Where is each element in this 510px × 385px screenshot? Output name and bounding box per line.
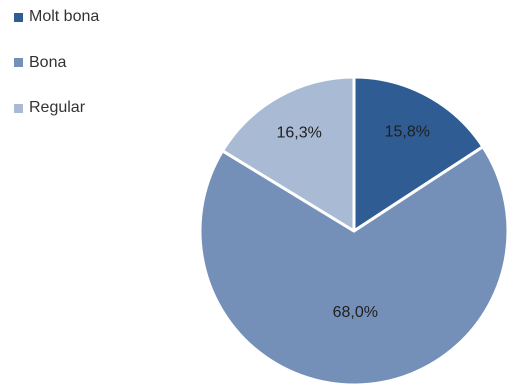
legend-label-bona: Bona (29, 53, 67, 71)
legend-label-regular: Regular (29, 99, 86, 116)
pie-slice-molt-bona (352, 75, 485, 233)
legend-swatch-bona (14, 58, 23, 67)
chart-legend: Molt bona Bona Regular (14, 8, 99, 145)
legend-item-regular: Regular (14, 99, 99, 117)
legend-swatch-molt-bona (14, 12, 23, 22)
legend-item-bona: Bona (14, 54, 99, 72)
legend-swatch-regular (14, 103, 23, 113)
slice-label-bona: 68,0% (333, 304, 378, 321)
slice-label-molt-bona: 15,8% (385, 124, 430, 141)
legend-label-molt-bona: Molt bona (29, 8, 100, 25)
slice-label-regular: 16,3% (276, 125, 321, 142)
legend-item-molt-bona: Molt bona (14, 8, 99, 26)
pie-slice-regular (221, 75, 356, 233)
